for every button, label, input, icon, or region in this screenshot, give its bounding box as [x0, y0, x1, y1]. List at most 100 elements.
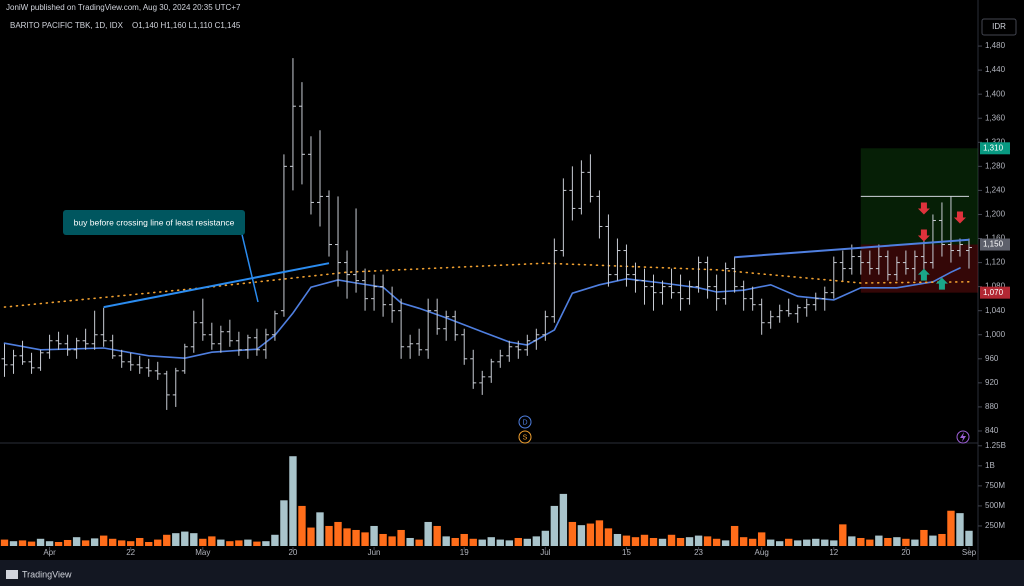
price-label-bg [980, 238, 1010, 251]
volume-bar [938, 533, 946, 546]
volume-bar [244, 539, 252, 546]
logo-icon [6, 570, 18, 579]
volume-bar [190, 533, 198, 546]
y-tick-label: 1,360 [985, 113, 1006, 122]
volume-bar [469, 538, 477, 546]
volume-bar [217, 539, 225, 546]
volume-bar [649, 537, 658, 546]
volume-bar [839, 524, 847, 546]
publisher-line: JoniW published on TradingView.com, Aug … [6, 3, 241, 12]
volume-bar [253, 541, 261, 546]
volume-bar [640, 534, 649, 546]
volume-bar [388, 536, 396, 546]
volume-bar [172, 533, 180, 546]
y-tick-label: 1,400 [985, 89, 1006, 98]
volume-bar [72, 537, 81, 546]
signal-arrow [953, 211, 966, 224]
volume-bar [90, 538, 99, 546]
volume-bar [298, 505, 306, 546]
volume-bar [776, 541, 784, 546]
volume-bar [262, 541, 270, 546]
volume-bar [406, 537, 414, 546]
event-label: D [522, 419, 527, 426]
y-tick-label: 840 [985, 426, 999, 435]
x-tick-label: 22 [126, 548, 135, 557]
volume-tick-label: 250M [985, 521, 1005, 530]
volume-bar [415, 539, 423, 546]
volume-bar [280, 500, 288, 546]
volume-bar [334, 521, 342, 546]
volume-bar [496, 539, 504, 546]
volume-bar [893, 537, 901, 546]
currency-box[interactable] [981, 18, 1017, 36]
volume-bar [81, 540, 90, 546]
volume-bar [108, 538, 117, 546]
y-tick-label: 1,160 [985, 234, 1006, 243]
x-tick-label: 12 [829, 548, 838, 557]
volume-bar [658, 538, 667, 546]
volume-bar [45, 541, 54, 546]
volume-bar [875, 535, 883, 546]
volume-bar [99, 535, 108, 546]
volume-bar [397, 529, 405, 546]
volume-bar [595, 520, 604, 546]
volume-bar [136, 537, 144, 546]
volume-tick-label: 750M [985, 481, 1005, 490]
volume-bar [830, 540, 838, 546]
volume-bar [289, 456, 297, 546]
footer-bar [0, 560, 1024, 586]
volume-bar [676, 537, 685, 546]
volume-tick-label: 1B [985, 461, 995, 470]
event-label: S [523, 434, 528, 441]
x-tick-label: 23 [694, 548, 703, 557]
volume-bar [857, 537, 865, 546]
volume-bar [568, 521, 577, 546]
trend-line [103, 262, 330, 309]
price-label: 1,150 [983, 240, 1004, 249]
y-tick-label: 1,040 [985, 306, 1006, 315]
volume-bar [226, 541, 234, 546]
x-tick-label: 20 [901, 548, 910, 557]
volume-bar [712, 538, 721, 546]
volume-bar [821, 539, 829, 546]
signal-arrow [917, 229, 930, 242]
volume-bar [523, 538, 532, 546]
volume-bar [766, 539, 775, 546]
volume-bar [181, 531, 189, 546]
symbol-title: BARITO PACIFIC TBK, 1D, IDX [10, 21, 124, 30]
volume-bar [451, 537, 459, 546]
volume-bar [117, 540, 126, 546]
volume-bar [163, 534, 171, 546]
volume-bar [947, 510, 955, 546]
volume-bar [154, 539, 162, 546]
volume-bar [866, 539, 874, 546]
lightning-icon[interactable] [956, 430, 970, 444]
volume-bar [487, 537, 495, 546]
x-tick-label: Jul [540, 548, 550, 557]
y-tick-label: 1,280 [985, 161, 1006, 170]
volume-bar [757, 532, 766, 546]
event-marker [518, 415, 532, 429]
y-tick-label: 1,320 [985, 137, 1006, 146]
y-tick-label: 1,080 [985, 282, 1006, 291]
x-tick-label: Aug [755, 548, 769, 557]
volume-bar [505, 540, 513, 546]
volume-bar [902, 538, 910, 546]
volume-bar [532, 536, 541, 546]
volume-bar [965, 530, 973, 546]
annotation-box [63, 210, 245, 235]
volume-bar [433, 525, 441, 546]
volume-bar [739, 537, 748, 546]
volume-bar [929, 535, 937, 546]
volume-bar [442, 536, 450, 546]
volume-bar [9, 541, 18, 546]
y-tick-label: 880 [985, 402, 999, 411]
volume-bar [613, 533, 622, 546]
volume-bar [370, 525, 378, 546]
volume-bar [424, 521, 432, 546]
volume-bar [54, 541, 63, 546]
volume-bar [208, 536, 216, 546]
volume-bar [460, 533, 468, 546]
currency[interactable]: IDR [992, 22, 1006, 31]
volume-bar [956, 513, 964, 546]
